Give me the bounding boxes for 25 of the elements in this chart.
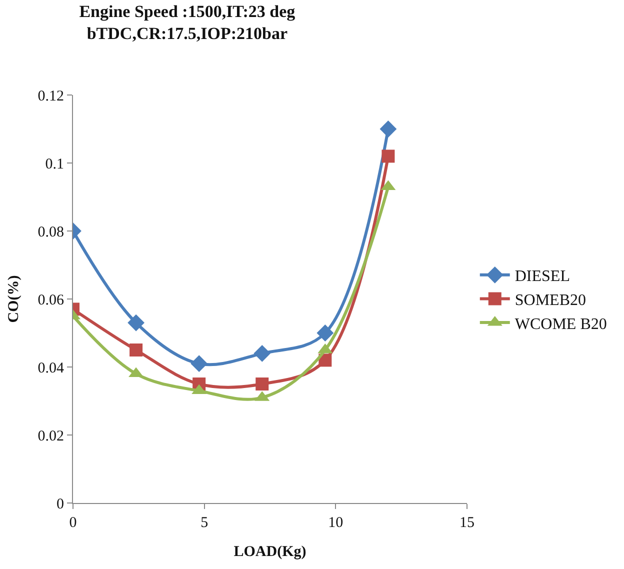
point [190,355,208,372]
x-tick-label: 10 [328,515,344,531]
y-tick-label: 0 [56,496,64,512]
x-tick-label: 5 [200,515,208,531]
x-tick-label: 15 [460,515,474,531]
point [130,344,143,356]
y-axis-title: CO(%) [6,275,22,323]
point [380,120,397,138]
point [254,344,271,362]
y-tick-label: 0.1 [45,156,64,172]
point [316,324,334,342]
x-axis-title: LOAD(Kg) [234,544,306,560]
legend-label: SOMEB20 [514,292,586,309]
x-tick-label: 0 [69,515,77,531]
y-tick-label: 0.08 [38,224,64,240]
y-tick-label: 0.02 [38,428,64,444]
y-tick-label: 0.04 [38,360,64,376]
y-tick-label: 0.06 [38,292,64,308]
y-tick-label: 0.12 [38,88,64,104]
point [128,314,144,332]
legend-label: WCOME B20 [514,316,607,333]
chart-title: Engine Speed :1500,IT:23 deg bTDC,CR:17.5,IOP:210bar [79,2,296,44]
point [256,378,269,390]
legend-label: DIESEL [514,268,570,286]
point [382,150,395,163]
